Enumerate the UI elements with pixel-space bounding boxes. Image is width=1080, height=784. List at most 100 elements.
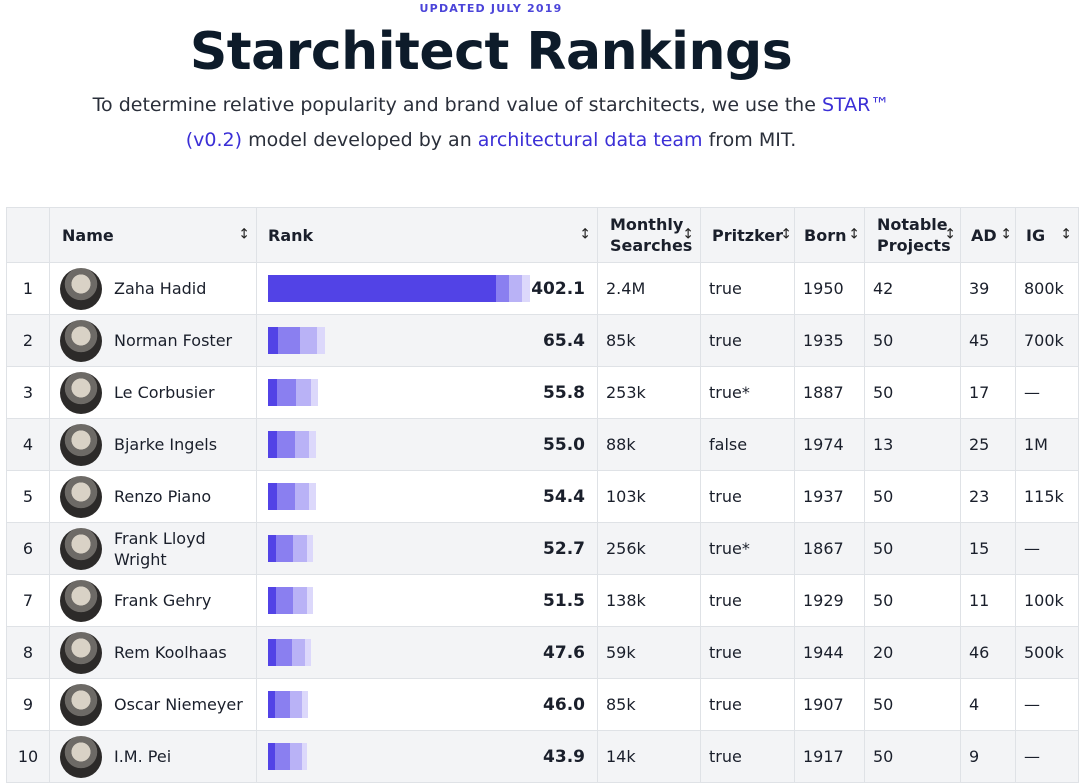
sort-icon[interactable]: ↕: [780, 226, 792, 243]
col-header-notable-projects[interactable]: Notable Projects ↕: [864, 207, 961, 263]
sort-icon[interactable]: ↕: [944, 226, 956, 243]
sort-icon[interactable]: ↕: [238, 226, 250, 243]
col-header-pritzker[interactable]: Pritzker ↕: [700, 207, 795, 263]
col-header-monthly-searches[interactable]: Monthly Searches ↕: [597, 207, 701, 263]
monthly-searches-value: 103k: [597, 470, 701, 523]
rank-bar-segment: [290, 691, 302, 718]
architect-portrait-avatar: [60, 371, 102, 414]
rank-value: 55.8: [543, 382, 585, 403]
name-cell: Frank Gehry: [49, 574, 257, 627]
rank-bar-segment: [268, 535, 276, 562]
rank-cell: 43.9: [256, 730, 598, 783]
rank-bar-segment: [302, 691, 308, 718]
table-row[interactable]: 2 Norman Foster 65.4 85k true 1935 50 45 700k: [6, 314, 1079, 367]
rank-bar-segment: [275, 691, 290, 718]
ad-value: 11: [960, 574, 1016, 627]
sort-icon[interactable]: ↕: [682, 226, 694, 243]
rank-bar-segment: [293, 535, 307, 562]
table-header-row: Name ↕ Rank ↕ Monthly Searches ↕ Pritzker ↕ …: [6, 207, 1079, 263]
table-row[interactable]: 7 Frank Gehry 51.5 138k true 1929 50 11 100k: [6, 574, 1079, 627]
table-row[interactable]: 9 Oscar Niemeyer 46.0 85k true 1907 50 4—: [6, 678, 1079, 731]
col-header-ad-label: AD: [971, 225, 997, 245]
rank-bar-segment: [268, 431, 277, 458]
ig-value: —: [1015, 730, 1079, 783]
rank-bar-segment: [276, 587, 293, 614]
ig-value: 800k: [1015, 262, 1079, 315]
rank-bar-segment: [268, 327, 278, 354]
page-title: Starchitect Rankings: [189, 22, 793, 82]
rank-bar-segment: [290, 743, 302, 770]
name-cell: Bjarke Ingels: [49, 418, 257, 471]
sort-icon[interactable]: ↕: [579, 226, 591, 243]
ig-value: 115k: [1015, 470, 1079, 523]
row-number: 1: [6, 262, 50, 315]
rank-bar-segment: [307, 535, 313, 562]
ig-value: —: [1015, 366, 1079, 419]
rank-bar: [268, 431, 316, 458]
row-number: 7: [6, 574, 50, 627]
row-number: 3: [6, 366, 50, 419]
rank-cell: 54.4: [256, 470, 598, 523]
name-cell: Frank Lloyd Wright: [49, 522, 257, 575]
ig-value: 700k: [1015, 314, 1079, 367]
architect-name: Le Corbusier: [114, 383, 215, 402]
pritzker-value: true*: [700, 522, 795, 575]
rank-value: 47.6: [543, 642, 585, 663]
rank-bar: [268, 379, 318, 406]
pritzker-value: true: [700, 470, 795, 523]
architect-name: Frank Lloyd Wright: [114, 528, 206, 569]
name-cell: Rem Koolhaas: [49, 626, 257, 679]
rank-bar-segment: [268, 743, 275, 770]
rank-bar-segment: [268, 587, 276, 614]
rank-bar-segment: [268, 639, 276, 666]
col-header-ad[interactable]: AD ↕: [960, 207, 1016, 263]
monthly-searches-value: 88k: [597, 418, 701, 471]
sort-icon[interactable]: ↕: [1000, 226, 1012, 243]
row-number: 2: [6, 314, 50, 367]
ad-value: 39: [960, 262, 1016, 315]
table-row[interactable]: 5 Renzo Piano 54.4 103k true 1937 50 23 115k: [6, 470, 1079, 523]
col-header-name[interactable]: Name ↕: [49, 207, 257, 263]
rank-bar-segment: [309, 483, 316, 510]
monthly-searches-value: 85k: [597, 678, 701, 731]
architect-portrait-avatar: [60, 267, 102, 310]
monthly-searches-value: 59k: [597, 626, 701, 679]
rank-value: 54.4: [543, 486, 585, 507]
sort-icon[interactable]: ↕: [1060, 226, 1072, 243]
rank-bar-segment: [275, 743, 290, 770]
col-header-number: [6, 207, 50, 263]
architectural-data-team-link[interactable]: architectural data team: [477, 129, 703, 151]
notable-projects-value: 50: [864, 574, 961, 627]
table-row[interactable]: 8 Rem Koolhaas 47.6 59k true 1944 20 46 500k: [6, 626, 1079, 679]
ig-value: 1M: [1015, 418, 1079, 471]
table-row[interactable]: 6 Frank Lloyd Wright 52.7 256k true* 1867 50 15…: [6, 522, 1079, 575]
table-row[interactable]: 4 Bjarke Ingels 55.0 88k false 1974 13 25 1M: [6, 418, 1079, 471]
col-header-born[interactable]: Born ↕: [794, 207, 865, 263]
col-header-ig-label: IG: [1026, 225, 1046, 245]
star-model-link[interactable]: STAR™ (v0.2): [185, 94, 890, 151]
name-cell: I.M. Pei: [49, 730, 257, 783]
col-header-rank[interactable]: Rank ↕: [256, 207, 598, 263]
architect-name: Renzo Piano: [114, 487, 212, 506]
table-row[interactable]: 3 Le Corbusier 55.8 253k true* 1887 50 17—: [6, 366, 1079, 419]
rank-value: 46.0: [543, 694, 585, 715]
rankings-table: Name ↕ Rank ↕ Monthly Searches ↕ Pritzker ↕ …: [6, 207, 1079, 783]
ad-value: 45: [960, 314, 1016, 367]
rank-bar-segment: [300, 327, 317, 354]
monthly-searches-value: 85k: [597, 314, 701, 367]
ig-value: —: [1015, 678, 1079, 731]
architect-name: Frank Gehry: [114, 591, 212, 610]
rank-bar: [268, 535, 313, 562]
col-header-name-label: Name: [62, 225, 114, 245]
name-cell: Oscar Niemeyer: [49, 678, 257, 731]
ad-value: 9: [960, 730, 1016, 783]
table-row[interactable]: 1 Zaha Hadid 402.1 2.4M true 1950 42 39 800k: [6, 262, 1079, 315]
pritzker-value: true: [700, 314, 795, 367]
sort-icon[interactable]: ↕: [848, 226, 860, 243]
rank-bar-segment: [522, 275, 530, 302]
architect-name: Norman Foster: [114, 331, 233, 350]
born-value: 1887: [794, 366, 865, 419]
pritzker-value: true*: [700, 366, 795, 419]
col-header-ig[interactable]: IG ↕: [1015, 207, 1079, 263]
table-row[interactable]: 10 I.M. Pei 43.9 14k true 1917 50 9—: [6, 730, 1079, 783]
